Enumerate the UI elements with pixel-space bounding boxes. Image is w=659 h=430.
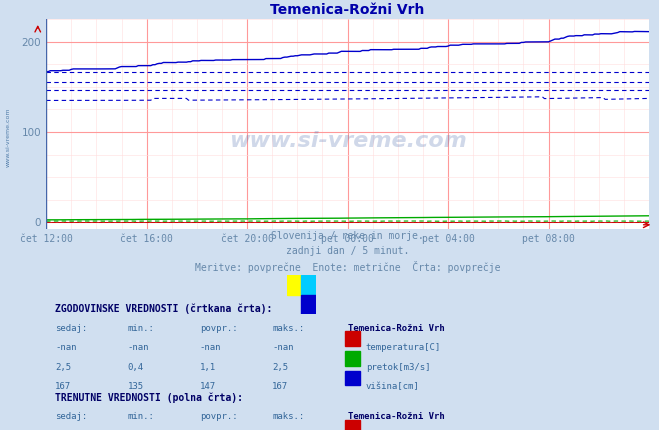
Text: -nan: -nan — [55, 343, 76, 352]
Text: 167: 167 — [55, 383, 71, 391]
Text: www.si-vreme.com: www.si-vreme.com — [229, 131, 467, 151]
Text: 135: 135 — [128, 383, 144, 391]
Text: 2,5: 2,5 — [272, 363, 289, 372]
Text: www.si-vreme.com: www.si-vreme.com — [6, 108, 11, 167]
Text: -nan: -nan — [272, 343, 294, 352]
Text: maks.:: maks.: — [272, 323, 304, 332]
Text: Slovenija / reke in morje.
zadnji dan / 5 minut.
Meritve: povprečne  Enote: metr: Slovenija / reke in morje. zadnji dan / … — [195, 231, 500, 273]
Text: 2,5: 2,5 — [55, 363, 71, 372]
Title: Temenica-Rožni Vrh: Temenica-Rožni Vrh — [270, 3, 425, 17]
Bar — [345, 371, 360, 385]
Bar — [287, 275, 302, 295]
Text: Temenica-Rožni Vrh: Temenica-Rožni Vrh — [348, 323, 444, 332]
Text: temperatura[C]: temperatura[C] — [366, 343, 441, 352]
Text: TRENUTNE VREDNOSTI (polna črta):: TRENUTNE VREDNOSTI (polna črta): — [55, 392, 243, 403]
Text: 167: 167 — [272, 383, 289, 391]
Text: min.:: min.: — [128, 412, 154, 421]
Bar — [345, 351, 360, 366]
Text: pretok[m3/s]: pretok[m3/s] — [366, 363, 430, 372]
Text: maks.:: maks.: — [272, 412, 304, 421]
Text: min.:: min.: — [128, 323, 154, 332]
Text: -nan: -nan — [128, 343, 149, 352]
Text: povpr.:: povpr.: — [200, 323, 237, 332]
Text: 1,1: 1,1 — [200, 363, 216, 372]
Text: povpr.:: povpr.: — [200, 412, 237, 421]
Text: Temenica-Rožni Vrh: Temenica-Rožni Vrh — [348, 412, 444, 421]
Text: sedaj:: sedaj: — [55, 323, 88, 332]
Text: sedaj:: sedaj: — [55, 412, 88, 421]
Text: ZGODOVINSKE VREDNOSTI (črtkana črta):: ZGODOVINSKE VREDNOSTI (črtkana črta): — [55, 304, 273, 314]
Bar — [345, 332, 360, 346]
Bar — [302, 275, 316, 295]
Text: -nan: -nan — [200, 343, 221, 352]
Text: višina[cm]: višina[cm] — [366, 383, 420, 391]
Bar — [302, 295, 316, 314]
Text: 0,4: 0,4 — [128, 363, 144, 372]
Bar — [345, 420, 360, 430]
Text: 147: 147 — [200, 383, 216, 391]
